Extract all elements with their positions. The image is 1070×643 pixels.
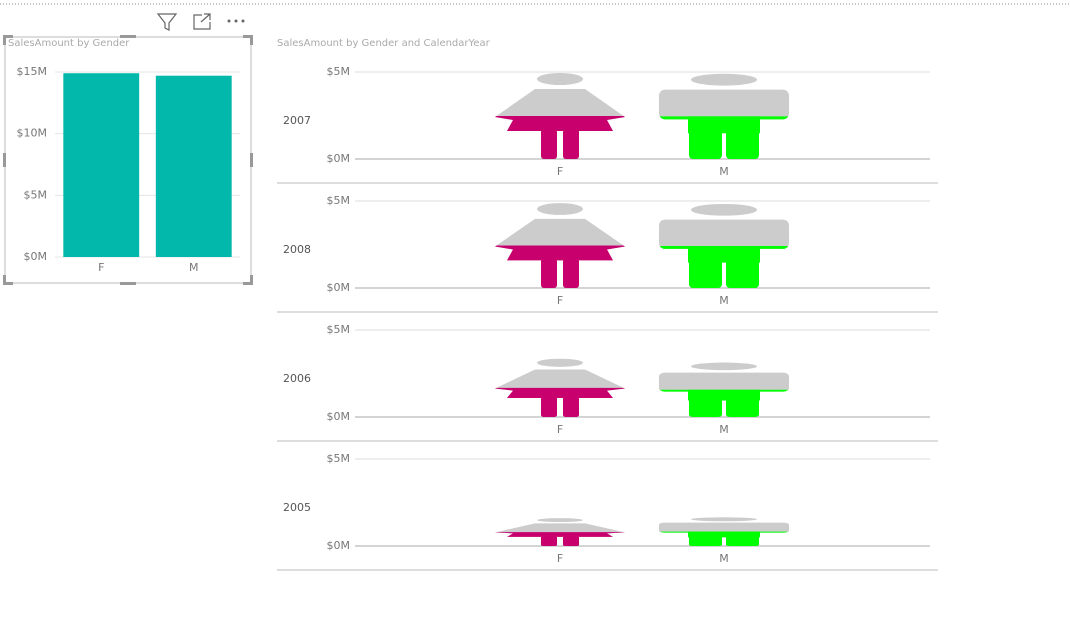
pictogram-figure	[495, 73, 625, 159]
leg	[726, 258, 759, 288]
x-tick-label: F	[557, 423, 563, 436]
y-tick-label: $10M	[17, 127, 48, 140]
figure-fill	[495, 116, 625, 159]
focus-icon[interactable]	[193, 13, 211, 30]
pictogram-figure	[495, 518, 625, 546]
pictogram-figure	[659, 73, 789, 159]
head	[537, 518, 583, 523]
x-tick-label: F	[557, 165, 563, 178]
leg	[541, 396, 557, 417]
y-tick-label: $5M	[327, 194, 351, 207]
head	[537, 73, 583, 86]
leg	[563, 129, 579, 159]
y-tick-label: $0M	[327, 539, 351, 552]
figure-fill	[495, 245, 625, 288]
filter-icon[interactable]	[156, 13, 178, 31]
y-tick-label: $5M	[24, 188, 48, 201]
y-tick-label: $5M	[327, 323, 351, 336]
y-tick-label: $0M	[327, 281, 351, 294]
bar	[63, 73, 140, 257]
y-tick-label: $5M	[327, 65, 351, 78]
figure-fill	[495, 387, 625, 417]
chart-title: SalesAmount by Gender and CalendarYear	[277, 38, 491, 49]
figure-fill	[659, 245, 789, 288]
leg	[689, 535, 722, 546]
leg	[563, 396, 579, 417]
torso	[688, 116, 760, 134]
x-tick-label: M	[189, 261, 199, 274]
y-tick-label: $5M	[327, 452, 351, 465]
head	[691, 203, 757, 216]
y-tick-label: $0M	[327, 152, 351, 165]
leg	[689, 258, 722, 288]
figure-base	[495, 518, 625, 546]
dress	[495, 116, 625, 132]
panel-label: 2008	[283, 243, 311, 256]
pictogram-figure	[659, 203, 789, 288]
leg	[541, 536, 557, 546]
figure-fill	[659, 389, 789, 417]
leg	[726, 398, 759, 417]
x-tick-label: F	[557, 294, 563, 307]
torso	[688, 389, 760, 401]
leg	[726, 535, 759, 546]
dress	[495, 532, 625, 537]
x-tick-label: M	[719, 294, 729, 307]
head	[691, 517, 757, 522]
head	[537, 203, 583, 215]
panel-label: 2005	[283, 501, 311, 514]
bar	[155, 75, 232, 257]
leg	[689, 129, 722, 159]
leg	[563, 536, 579, 546]
x-tick-label: M	[719, 165, 729, 178]
head	[537, 358, 583, 367]
head	[691, 362, 757, 371]
leg	[541, 129, 557, 159]
torso	[688, 531, 760, 538]
chart-title: SalesAmount by Gender	[8, 38, 130, 49]
pictogram-figure	[495, 203, 625, 288]
head	[691, 73, 757, 86]
torso	[688, 245, 760, 263]
figure-base	[495, 358, 625, 417]
y-tick-label: $15M	[17, 65, 48, 78]
leg	[726, 129, 759, 159]
leg	[541, 258, 557, 288]
figure-fill	[659, 116, 789, 159]
leg	[563, 258, 579, 288]
visual-header	[156, 13, 245, 31]
pictogram-figure	[659, 362, 789, 417]
figure-base	[659, 362, 789, 417]
selection-frame	[3, 35, 253, 285]
y-tick-label: $0M	[327, 410, 351, 423]
pictogram-figure	[495, 358, 625, 417]
figure-fill	[659, 531, 789, 546]
dress	[495, 387, 625, 399]
x-tick-label: F	[557, 552, 563, 565]
more-options-icon[interactable]	[227, 19, 245, 23]
x-tick-label: F	[98, 261, 104, 274]
panel-label: 2006	[283, 372, 311, 385]
pictogram-figure	[659, 517, 789, 546]
figure-fill	[495, 532, 625, 546]
x-tick-label: M	[719, 552, 729, 565]
leg	[689, 398, 722, 417]
panel-label: 2007	[283, 114, 311, 127]
x-tick-label: M	[719, 423, 729, 436]
y-tick-label: $0M	[24, 250, 48, 263]
figure-base	[659, 73, 789, 159]
dress	[495, 245, 625, 261]
